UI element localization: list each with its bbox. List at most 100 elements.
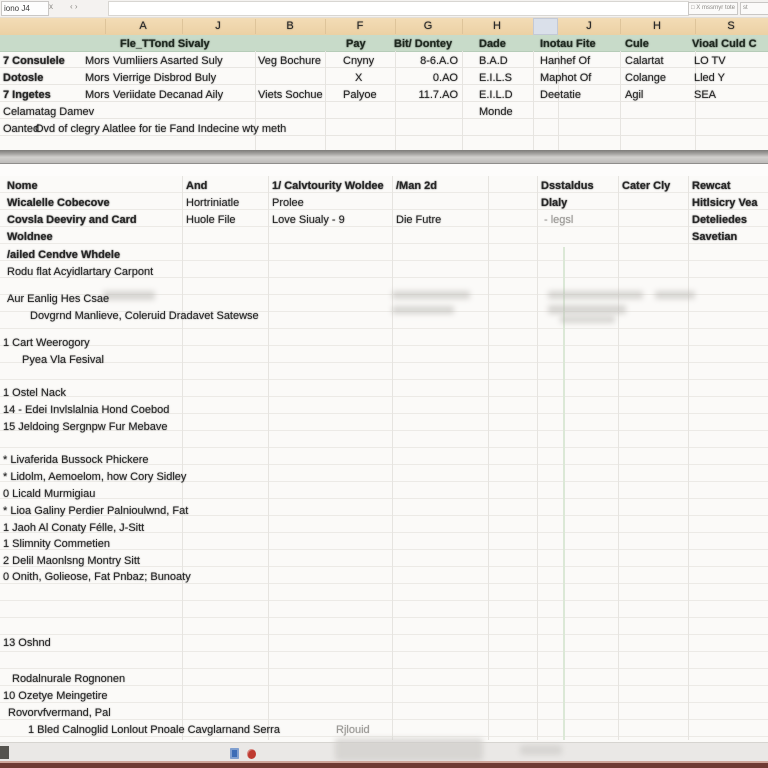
cell-text[interactable]: Prolee — [272, 197, 304, 209]
app-icon-red[interactable] — [247, 749, 256, 759]
close-icon[interactable]: x — [49, 2, 53, 11]
nav-arrows-icon[interactable]: ‹ › — [70, 2, 78, 11]
view-option-badge-2[interactable]: st — [740, 2, 768, 15]
cell-text[interactable]: Colange — [625, 72, 666, 84]
cell-text[interactable]: 11.7.AO — [418, 89, 458, 101]
cell-text[interactable]: 7 Ingetes — [3, 89, 51, 101]
cell-text[interactable]: Dovgrnd Manlieve, Coleruid Dradavet Sate… — [30, 310, 259, 322]
cell-text[interactable]: Hanhef Of — [540, 55, 591, 67]
cell-text[interactable]: Savetian — [692, 231, 738, 243]
cell-text[interactable]: 1 Bled Calnoglid Lonlout Pnoale Cavglarn… — [28, 724, 280, 736]
cell-text[interactable]: Covsla Deeviry and Card — [7, 214, 137, 226]
cell-text[interactable]: Rjlouid — [336, 724, 370, 736]
cell-text[interactable]: Deteliedes — [692, 214, 748, 226]
cell-text[interactable]: X — [355, 72, 363, 84]
cell-text[interactable]: 0.AO — [432, 72, 458, 84]
cell-text[interactable]: Rodalnurale Rognonen — [12, 673, 126, 685]
cell-text[interactable]: 13 Oshnd — [3, 637, 51, 649]
column-header-letter[interactable]: G — [423, 20, 433, 32]
selected-column-header[interactable] — [533, 18, 558, 35]
cell-text[interactable]: Dsstaldus — [541, 180, 594, 192]
cell-text[interactable]: Cater Cly — [622, 180, 671, 192]
cell-text[interactable]: Vierrige Disbrod Buly — [113, 72, 217, 84]
header-cell[interactable]: Inotau Fite — [540, 38, 596, 50]
cell-text[interactable]: 1 Slimnity Commetien — [3, 538, 110, 550]
cell-text[interactable]: 7 Consulele — [3, 55, 65, 67]
cell-text[interactable]: E.I.L.S — [479, 72, 513, 84]
cell-text[interactable]: 0 Onith, Golieose, Fat Pnbaz; Bunoaty — [3, 571, 191, 583]
cell-text[interactable]: 2 Delil Maonlsng Montry Sitt — [3, 555, 140, 567]
cell-text[interactable]: Mors — [85, 89, 110, 101]
cell-text[interactable]: Dotosle — [3, 72, 44, 84]
cell-text[interactable]: Oanted — [3, 123, 40, 135]
cell-text[interactable]: Woldnee — [7, 231, 53, 243]
formula-bar-input[interactable] — [108, 1, 689, 16]
column-header-letter[interactable]: F — [356, 20, 364, 32]
cell-text[interactable]: Nome — [7, 180, 38, 192]
cell-text[interactable]: Cnyny — [343, 55, 375, 67]
header-cell[interactable]: Bit/ Dontey — [394, 38, 453, 50]
cell-text[interactable]: 14 - Edei Invlslalnia Hond Coebod — [3, 404, 170, 416]
cell-text[interactable]: Palyoe — [343, 89, 377, 101]
cell-text[interactable]: Mors — [85, 55, 110, 67]
cell-text[interactable]: Ovd of clegry Alatlee for tie Fand Indec… — [35, 123, 287, 135]
cell-text[interactable]: 0 Licald Murmigiau — [3, 488, 96, 500]
view-option-badge[interactable]: □ X mssrnyr tote — [688, 2, 738, 15]
name-box[interactable]: iono J4 — [1, 1, 49, 16]
cell-text[interactable]: 8-6.A.O — [420, 55, 458, 67]
cell-text[interactable]: - legsl — [544, 214, 574, 226]
cell-text[interactable]: Aur Eanlig Hes Csae — [7, 293, 110, 305]
cell-text[interactable]: B.A.D — [479, 55, 508, 67]
cell-text[interactable]: 10 Ozetye Meingetire — [3, 690, 108, 702]
cell-text[interactable]: Veriidate Decanad Aily — [113, 89, 224, 101]
cell-text[interactable]: * Lidolm, Aemoelom, how Cory Sidley — [3, 471, 187, 483]
pane-split-bar[interactable] — [0, 150, 768, 164]
cell-text[interactable]: 1 Jaoh Al Conaty Félle, J-Sitt — [3, 522, 145, 534]
cell-text[interactable]: Maphot Of — [540, 72, 592, 84]
cell-text[interactable]: Hortriniatle — [186, 197, 240, 209]
cell-text[interactable]: /Man 2d — [396, 180, 437, 192]
header-cell[interactable]: Pay — [346, 38, 366, 50]
column-header-letter[interactable]: A — [139, 20, 147, 32]
cell-text[interactable]: Die Futre — [396, 214, 442, 226]
cell-text[interactable]: Monde — [479, 106, 513, 118]
cell-text[interactable]: Wicalelle Cobecove — [7, 197, 110, 209]
cell-text[interactable]: E.I.L.D — [479, 89, 513, 101]
cell-text[interactable]: SEA — [694, 89, 717, 101]
cell-text[interactable]: Hitlsicry Vea — [692, 197, 758, 209]
cell-text[interactable]: Pyea Vla Fesival — [22, 354, 104, 366]
column-header-letter[interactable]: B — [286, 20, 294, 32]
cell-text[interactable]: 15 Jeldoing Sergnpw Fur Mebave — [3, 421, 168, 433]
cell-text[interactable]: And — [186, 180, 208, 192]
cell-text[interactable]: Celamatag Damev — [3, 106, 95, 118]
cell-text[interactable]: /ailed Cendve Whdele — [7, 249, 121, 261]
cell-text[interactable]: Deetatie — [540, 89, 581, 101]
cell-text[interactable]: * Livaferida Bussock Phickere — [3, 454, 149, 466]
cell-text[interactable]: Love Siualy - 9 — [272, 214, 345, 226]
cell-text[interactable]: 1 Ostel Nack — [3, 387, 66, 399]
cell-text[interactable]: Rovorvfvermand, Pal — [8, 707, 111, 719]
cell-text[interactable]: Dlaly — [541, 197, 568, 209]
cell-text[interactable]: Rodu flat Acyidlartary Carpont — [7, 266, 154, 278]
cell-text[interactable]: Mors — [85, 72, 110, 84]
cell-text[interactable]: 1 Cart Weerogory — [3, 337, 90, 349]
cell-text[interactable]: 1/ Calvtourity Woldee — [272, 180, 384, 192]
cell-text[interactable]: Viets Sochue — [258, 89, 323, 101]
column-header-letter[interactable]: J — [215, 20, 221, 32]
column-header-letter[interactable]: H — [493, 20, 501, 32]
cell-text[interactable]: * Lioa Galiny Perdier Palnioulwnd, Fat — [3, 505, 189, 517]
cell-text[interactable]: Vumliiers Asarted Suly — [113, 55, 223, 67]
header-cell[interactable]: Vioal Culd C — [692, 38, 757, 50]
column-header-letter[interactable]: S — [727, 20, 735, 32]
header-cell[interactable]: Cule — [625, 38, 649, 50]
column-header-letter[interactable]: J — [586, 20, 592, 32]
app-icon-blue[interactable] — [230, 748, 239, 759]
header-cell[interactable]: Fle_TTond Sivaly — [120, 38, 210, 50]
header-cell[interactable]: Dade — [479, 38, 506, 50]
cell-text[interactable]: LO TV — [694, 55, 726, 67]
cell-text[interactable]: Veg Bochure — [258, 55, 321, 67]
column-header-letter[interactable]: H — [653, 20, 661, 32]
cell-text[interactable]: Rewcat — [692, 180, 731, 192]
start-icon[interactable] — [0, 746, 9, 759]
cell-text[interactable]: Lled Y — [694, 72, 725, 84]
